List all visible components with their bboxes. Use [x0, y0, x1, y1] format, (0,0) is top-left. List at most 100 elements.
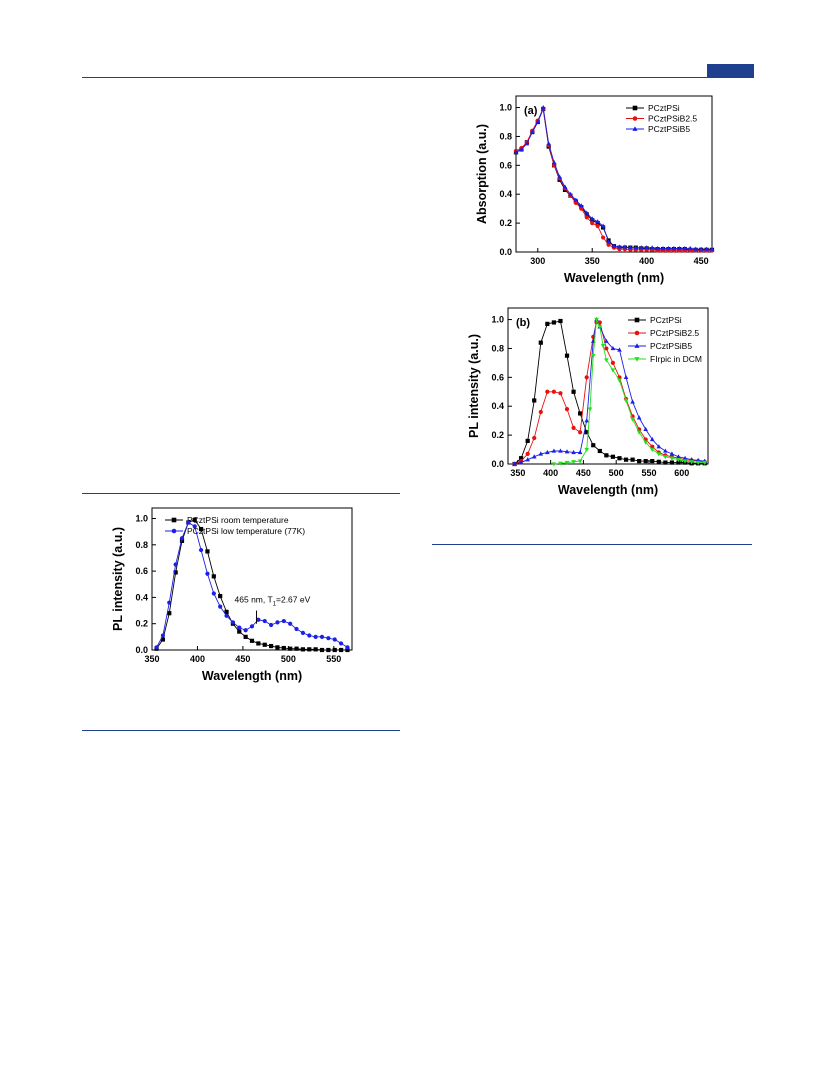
x-tick-label: 500: [609, 468, 624, 478]
data-point: [649, 245, 655, 250]
data-point: [211, 574, 216, 579]
data-point: [249, 638, 255, 643]
data-point: [571, 425, 576, 430]
data-point: [167, 600, 172, 605]
y-axis-title: PL intensity (a.u.): [467, 334, 481, 438]
legend-label: PCztPSiB5: [650, 341, 692, 351]
data-point: [551, 320, 557, 325]
data-point: [577, 459, 583, 464]
data-point: [275, 645, 280, 650]
x-tick-label: 400: [543, 468, 558, 478]
y-tick-label: 0.8: [499, 131, 512, 141]
data-point: [524, 141, 530, 146]
series-4: [551, 317, 708, 467]
data-point: [571, 389, 576, 394]
series-2: [154, 520, 350, 650]
data-point: [192, 524, 197, 529]
data-point: [676, 457, 681, 463]
data-point: [307, 633, 312, 638]
figure-bottom-rule-left: [82, 730, 400, 731]
data-point: [579, 203, 584, 208]
legend-marker: [634, 330, 640, 336]
data-point: [288, 621, 293, 626]
figure-bottom-rule-right: [432, 544, 752, 545]
x-tick-label: 350: [144, 654, 159, 664]
data-point: [562, 184, 568, 189]
data-point: [545, 321, 550, 326]
y-tick-label: 0.6: [499, 160, 512, 170]
data-point: [666, 245, 671, 251]
data-point: [338, 641, 344, 646]
data-point: [578, 430, 583, 435]
data-point: [538, 340, 543, 345]
x-tick-label: 600: [674, 468, 689, 478]
pl-intensity-chart: 350 400 450 500 550 600 0.0 0.2 0.4 0.6 0.8 1.0 Wave…: [467, 307, 709, 497]
data-point: [545, 389, 550, 394]
data-point: [319, 634, 325, 639]
data-point: [192, 517, 197, 522]
data-point: [655, 245, 660, 251]
data-point: [551, 462, 557, 467]
data-point: [535, 119, 541, 124]
data-point: [604, 346, 609, 351]
y-tick-label: 0.2: [135, 619, 148, 629]
data-point: [558, 461, 563, 466]
data-point: [644, 245, 649, 250]
legend-label: PCztPSi: [650, 315, 682, 325]
data-point: [573, 200, 578, 205]
x-tick-label: 550: [326, 654, 341, 664]
data-point: [564, 353, 570, 358]
data-point: [326, 636, 331, 641]
data-point: [704, 246, 709, 251]
data-point: [676, 454, 681, 459]
data-point: [262, 618, 267, 624]
data-point: [630, 399, 635, 404]
data-point: [530, 129, 535, 134]
data-point: [623, 398, 629, 403]
data-point: [173, 562, 178, 567]
data-point: [643, 459, 648, 464]
data-point: [600, 223, 606, 228]
header-rule: [82, 77, 754, 78]
y-tick-label: 1.0: [135, 514, 148, 524]
data-point: [669, 460, 675, 465]
data-point: [669, 456, 675, 461]
y-tick-label: 1.0: [491, 315, 504, 325]
data-point: [249, 624, 255, 629]
data-point: [551, 389, 557, 394]
data-point: [578, 411, 583, 416]
data-point: [551, 448, 557, 453]
data-point: [638, 245, 644, 250]
data-point: [689, 460, 694, 465]
data-point: [531, 454, 537, 459]
plot-frame: [515, 95, 713, 253]
data-point: [584, 215, 589, 220]
data-point: [594, 317, 599, 323]
data-point: [564, 460, 570, 466]
data-point: [682, 455, 688, 460]
data-point: [604, 358, 609, 363]
data-point: [597, 325, 603, 330]
data-point: [546, 141, 551, 146]
data-point: [313, 634, 318, 639]
legend-marker: [632, 126, 638, 131]
data-point: [307, 647, 312, 652]
x-axis-title: Wavelength (nm): [564, 271, 664, 285]
legend-label: PCztPSi low temperature (77K): [187, 526, 305, 536]
y-tick-label: 0.6: [491, 372, 504, 382]
data-point: [693, 246, 698, 251]
data-point: [332, 647, 337, 653]
data-point: [525, 438, 530, 443]
data-point: [663, 448, 668, 453]
data-point: [622, 244, 628, 249]
data-point: [676, 460, 681, 465]
data-point: [643, 426, 649, 432]
data-point: [650, 459, 655, 464]
data-point: [584, 430, 589, 435]
x-tick-label: 400: [639, 256, 654, 266]
data-point: [237, 625, 242, 630]
data-point: [551, 159, 557, 165]
data-point: [538, 451, 544, 456]
y-tick-label: 0.2: [491, 430, 504, 440]
data-point: [294, 626, 299, 632]
